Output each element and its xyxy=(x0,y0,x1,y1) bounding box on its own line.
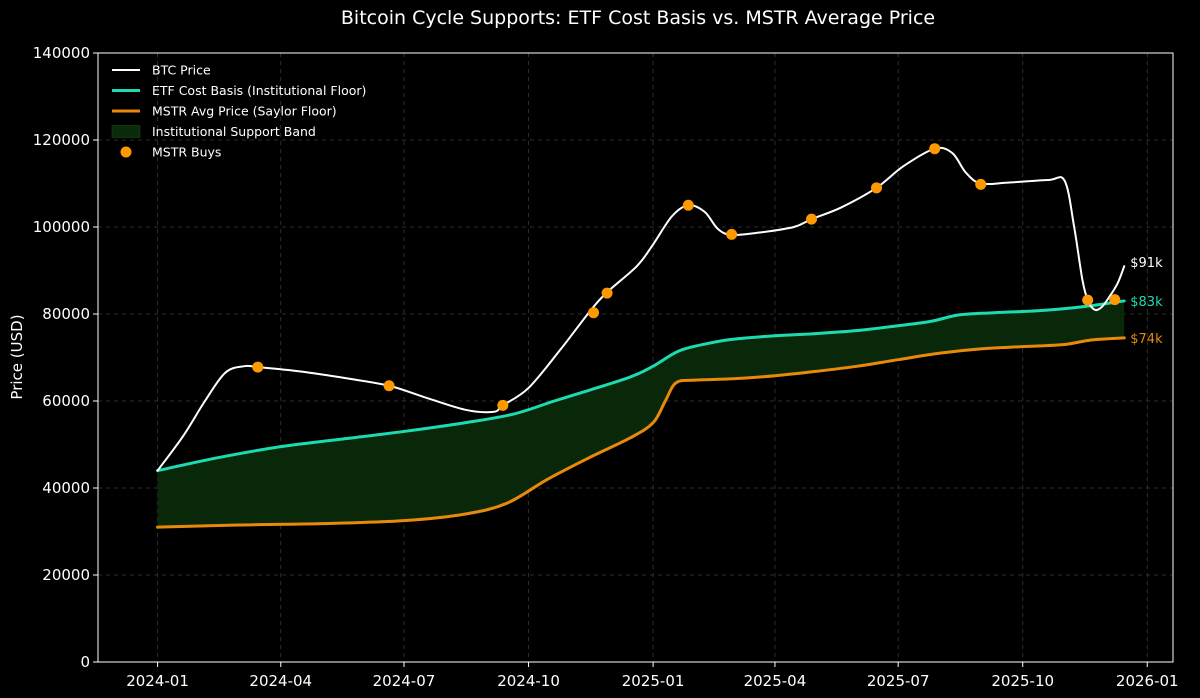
mstr-buy-marker xyxy=(870,182,882,194)
mstr-buy-marker xyxy=(1109,294,1121,306)
x-tick-label: 2026-01 xyxy=(1116,672,1179,690)
end-value-labels: $91k $83k $74k xyxy=(1130,256,1163,347)
legend-band-swatch xyxy=(111,125,141,138)
x-tick-label: 2025-07 xyxy=(867,672,930,690)
y-tick-label: 140000 xyxy=(33,44,90,62)
mstr-buy-marker xyxy=(252,361,264,373)
plot-frame xyxy=(97,52,1174,663)
institutional-support-band xyxy=(157,300,1125,528)
x-tick-label: 2024-04 xyxy=(249,672,312,690)
y-tick-label: 100000 xyxy=(33,218,90,236)
btc-price-line xyxy=(156,146,1126,472)
mstr-buy-marker xyxy=(975,178,987,190)
end-label: $91k xyxy=(1130,256,1163,271)
axes xyxy=(97,52,1174,663)
legend-label: BTC Price xyxy=(152,63,211,78)
mstr-buy-marker xyxy=(929,143,941,155)
y-axis-label: Price (USD) xyxy=(8,314,26,399)
x-tick-label: 2025-01 xyxy=(622,672,685,690)
x-tick-label: 2025-10 xyxy=(991,672,1054,690)
legend-label: MSTR Avg Price (Saylor Floor) xyxy=(152,104,337,119)
legend: BTC Price ETF Cost Basis (Institutional F… xyxy=(111,63,366,160)
y-tick-label: 60000 xyxy=(42,392,90,410)
y-tick-label: 120000 xyxy=(33,131,90,149)
mstr-buy-marker xyxy=(383,380,395,392)
legend-label: Institutional Support Band xyxy=(152,124,316,139)
x-axis-ticks: 2024-01 2024-04 2024-07 2024-10 2025-01 2025-… xyxy=(126,662,1179,690)
mstr-avg-price-line xyxy=(156,336,1126,529)
x-tick-label: 2024-07 xyxy=(373,672,436,690)
end-label: $74k xyxy=(1130,332,1163,347)
mstr-buy-marker xyxy=(588,307,600,319)
legend-label: ETF Cost Basis (Institutional Floor) xyxy=(152,83,366,98)
etf-cost-basis-line xyxy=(156,299,1126,473)
y-axis-ticks: 0 20000 40000 60000 80000 100000 120000 140000 xyxy=(33,44,98,671)
mstr-buy-marker xyxy=(726,228,738,240)
y-tick-label: 40000 xyxy=(42,479,90,497)
legend-label: MSTR Buys xyxy=(152,145,221,160)
legend-marker-swatch xyxy=(120,146,132,158)
y-tick-label: 80000 xyxy=(42,305,90,323)
support-band-fill xyxy=(157,300,1125,528)
y-tick-label: 0 xyxy=(80,653,90,671)
mstr-buy-markers xyxy=(252,143,1121,411)
mstr-buy-marker xyxy=(1082,294,1094,306)
x-tick-label: 2024-10 xyxy=(497,672,560,690)
mstr-buy-marker xyxy=(806,213,818,225)
mstr-buy-marker xyxy=(682,199,694,211)
x-tick-label: 2025-04 xyxy=(744,672,807,690)
series-lines xyxy=(156,146,1126,529)
x-tick-label: 2024-01 xyxy=(126,672,189,690)
y-tick-label: 20000 xyxy=(42,566,90,584)
end-label: $83k xyxy=(1130,295,1163,310)
chart-title: Bitcoin Cycle Supports: ETF Cost Basis v… xyxy=(341,7,935,29)
mstr-buy-marker xyxy=(497,399,509,411)
mstr-buy-marker xyxy=(601,287,613,299)
